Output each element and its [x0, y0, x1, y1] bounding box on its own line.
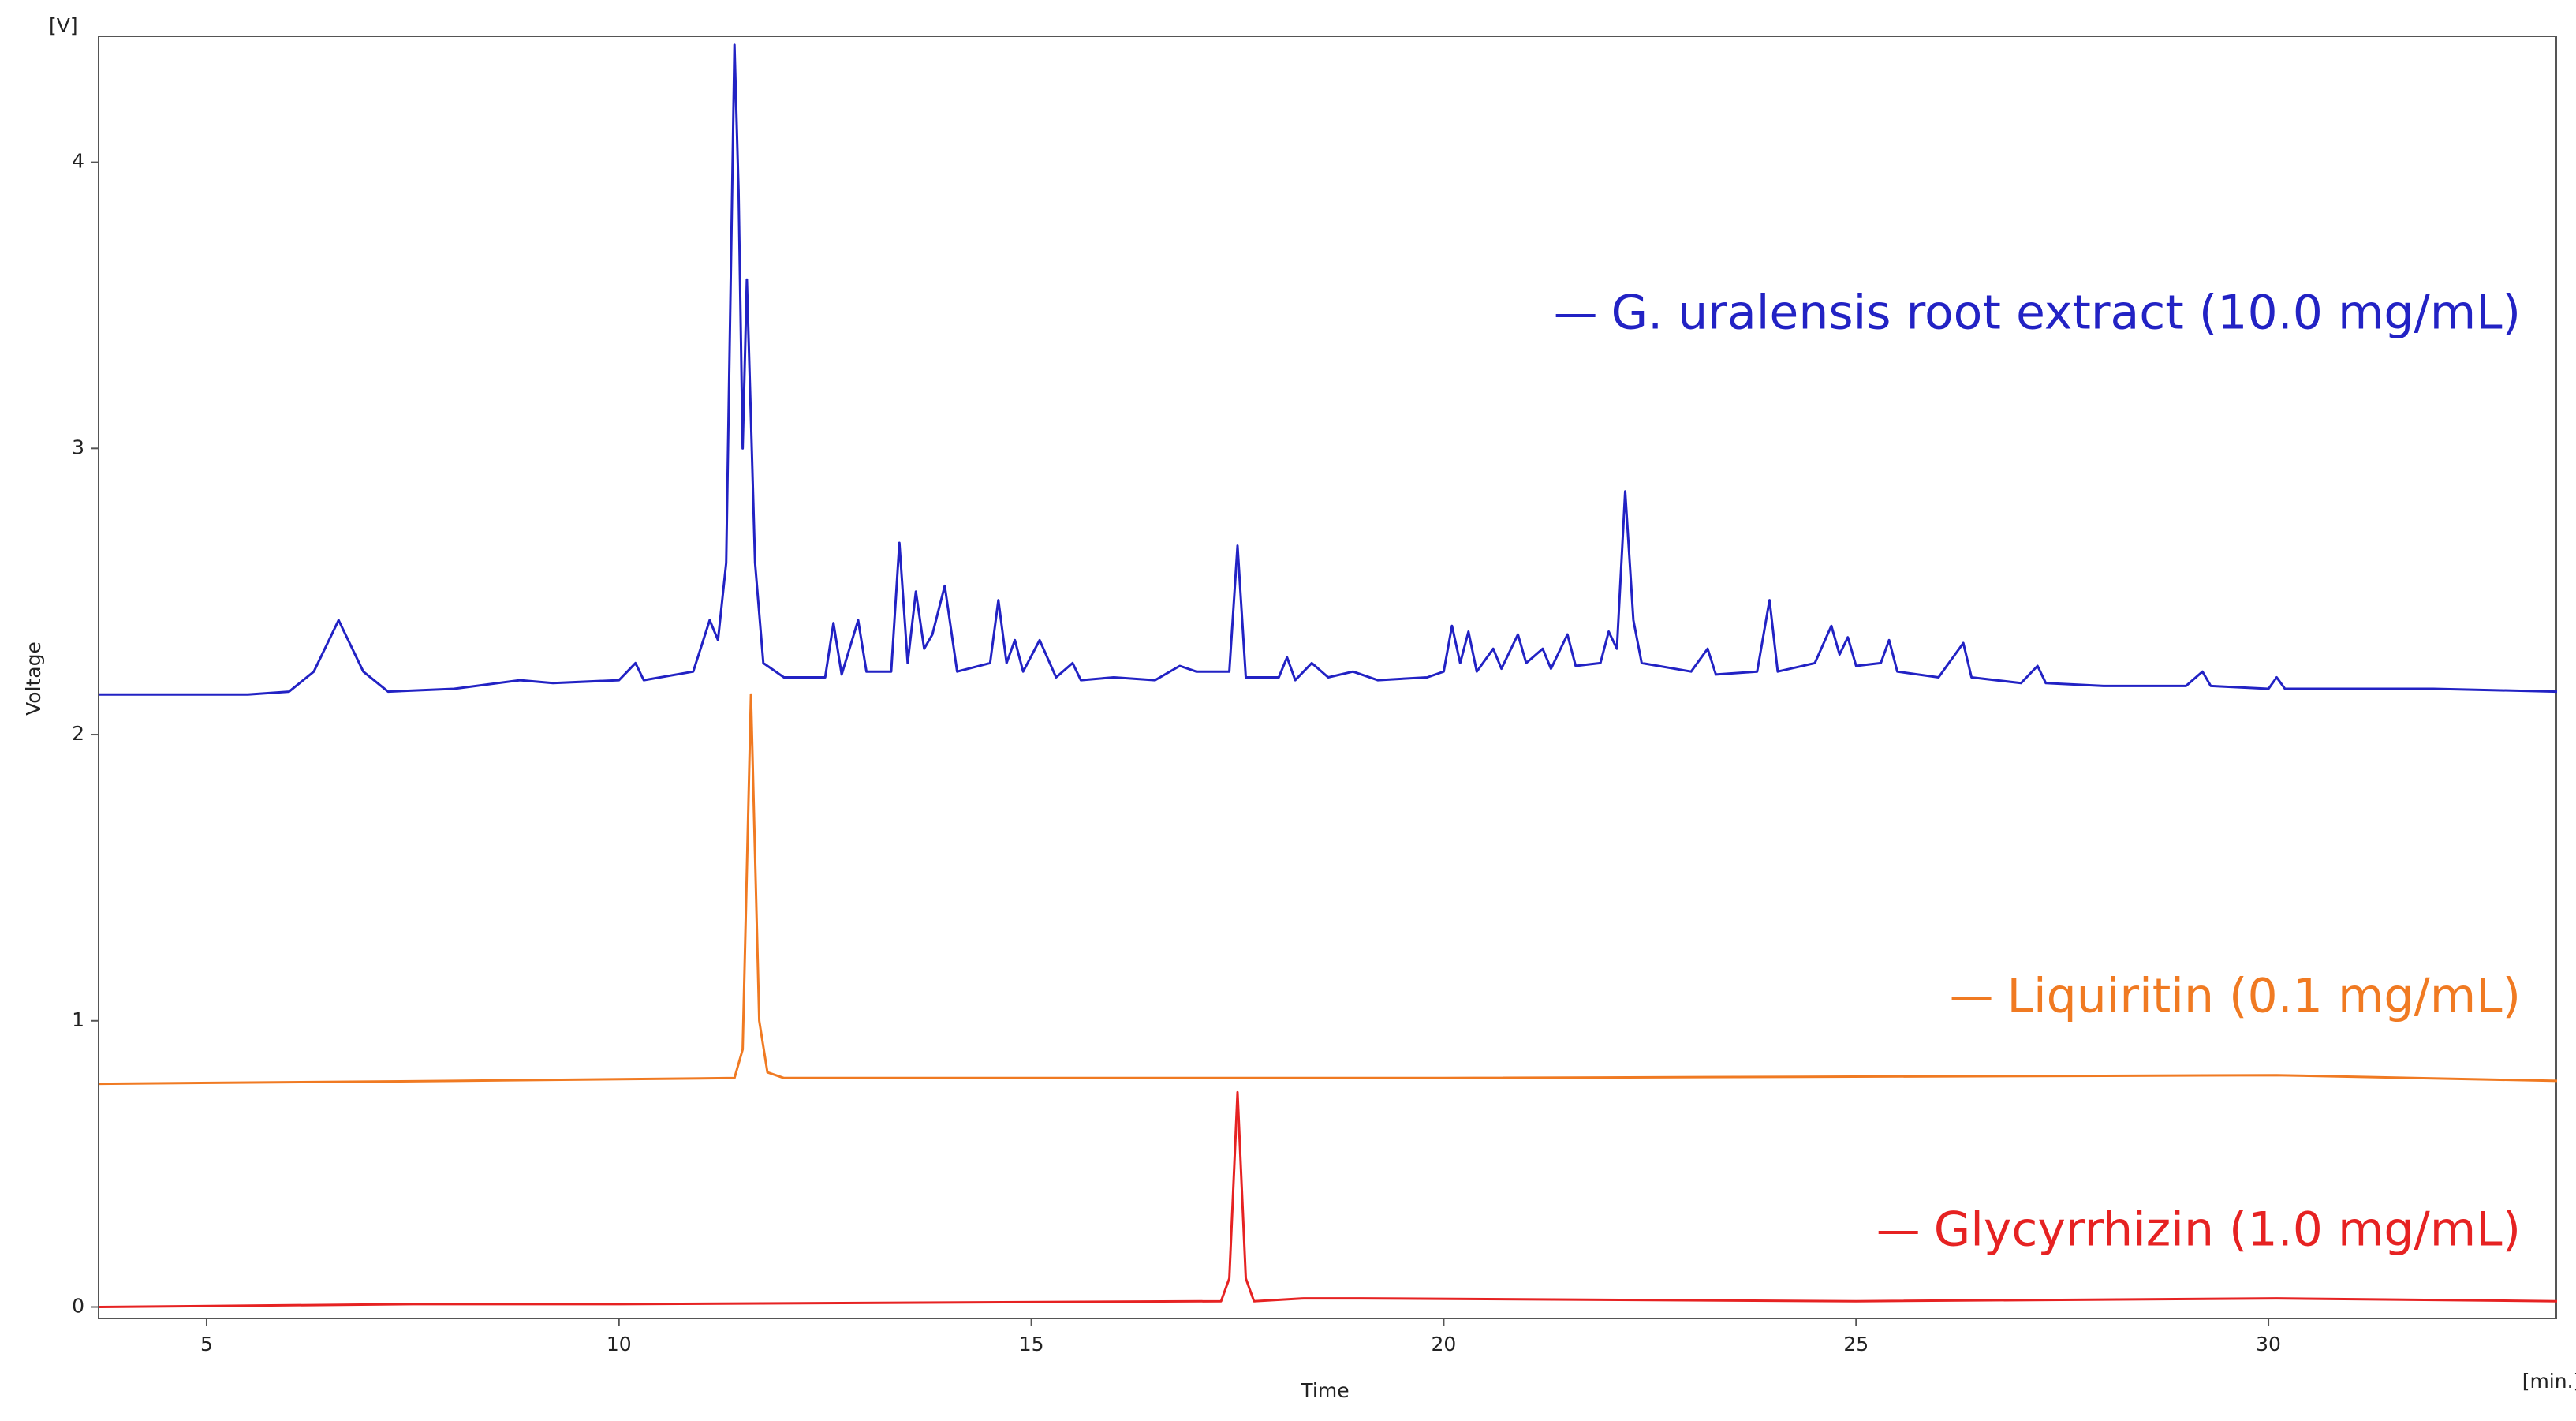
legend-label: G. uralensis root extract (10.0 mg/mL): [1611, 286, 2521, 341]
y-tick-label: 4: [72, 150, 84, 173]
trace-line: [99, 43, 2558, 696]
plot-frame: [98, 36, 2557, 1319]
y-tick-label: 3: [72, 436, 84, 458]
x-tick-label: 20: [1432, 1333, 1457, 1356]
trace-line: [99, 1090, 2558, 1308]
y-tick-label: 0: [72, 1294, 84, 1317]
legend-label: Glycyrrhizin (1.0 mg/mL): [1934, 1202, 2521, 1258]
x-axis-title: Time: [1300, 1379, 1349, 1402]
y-unit: [V]: [49, 14, 78, 37]
legend-label: Liquiritin (0.1 mg/mL): [2007, 969, 2521, 1024]
x-tick-label: 15: [1019, 1333, 1044, 1356]
x-tick-label: 25: [1843, 1333, 1869, 1356]
y-tick-label: 2: [72, 722, 84, 745]
x-tick-label: 30: [2256, 1333, 2281, 1356]
x-tick-label: 5: [200, 1333, 213, 1356]
y-tick-label: 1: [72, 1008, 84, 1031]
x-tick-label: 10: [607, 1333, 632, 1356]
trace-line: [99, 693, 2558, 1086]
y-axis-title: Voltage: [22, 641, 45, 716]
x-unit: [min.]: [2522, 1370, 2576, 1393]
